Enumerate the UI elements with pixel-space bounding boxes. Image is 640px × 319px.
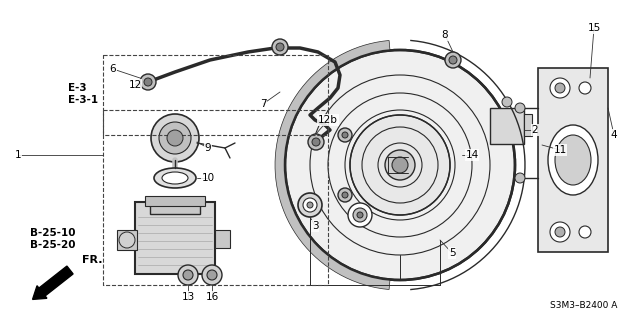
Polygon shape [538,68,608,252]
Text: 15: 15 [588,23,600,33]
Circle shape [308,134,324,150]
Text: 5: 5 [449,248,455,258]
Bar [215,230,230,248]
Ellipse shape [162,172,188,184]
Circle shape [515,173,525,183]
Circle shape [285,50,515,280]
Circle shape [550,222,570,242]
Text: 2: 2 [532,125,538,135]
Circle shape [298,193,322,217]
Bar [103,55,328,135]
Circle shape [357,212,363,218]
Circle shape [502,97,512,107]
Text: 10: 10 [202,173,214,183]
Text: 13: 13 [181,292,195,302]
Circle shape [550,78,570,98]
Text: 4: 4 [611,130,618,140]
Circle shape [159,122,191,154]
Text: 12b: 12b [318,115,338,125]
Bar [103,110,328,285]
Circle shape [303,198,317,212]
Circle shape [385,150,415,180]
Circle shape [119,232,135,248]
Circle shape [307,202,313,208]
Circle shape [178,265,198,285]
Bar [524,114,532,136]
Bar [117,230,137,250]
Text: E-3: E-3 [68,83,86,93]
Circle shape [579,226,591,238]
Circle shape [353,208,367,222]
Circle shape [350,115,450,215]
Polygon shape [275,41,390,290]
Bar [490,108,524,144]
Text: 3: 3 [312,221,318,231]
Circle shape [342,132,348,138]
Text: 1: 1 [15,150,21,160]
Text: 11: 11 [554,145,566,155]
Circle shape [167,130,183,146]
Bar [145,196,205,206]
Circle shape [338,188,352,202]
Text: 6: 6 [109,64,116,74]
Text: 9: 9 [205,143,211,153]
Text: 12: 12 [129,80,141,90]
Circle shape [348,203,372,227]
Ellipse shape [555,135,591,185]
Circle shape [151,114,199,162]
Circle shape [555,83,565,93]
FancyArrow shape [33,266,73,300]
Circle shape [272,39,288,55]
Circle shape [276,43,284,51]
Text: 14: 14 [465,150,479,160]
Circle shape [140,74,156,90]
Text: B-25-10: B-25-10 [30,228,76,238]
Text: B-25-20: B-25-20 [30,240,76,250]
Circle shape [342,192,348,198]
Text: E-3-1: E-3-1 [68,95,98,105]
Ellipse shape [154,168,196,188]
Ellipse shape [548,125,598,195]
Circle shape [183,270,193,280]
Text: 16: 16 [205,292,219,302]
Circle shape [312,138,320,146]
Circle shape [392,157,408,173]
Circle shape [202,265,222,285]
Circle shape [338,128,352,142]
Circle shape [144,78,152,86]
Circle shape [515,103,525,113]
Bar [150,202,200,214]
Circle shape [579,82,591,94]
Text: 7: 7 [260,99,266,109]
Text: FR.: FR. [82,255,102,265]
Circle shape [449,56,457,64]
Circle shape [445,52,461,68]
Circle shape [555,227,565,237]
Text: S3M3–B2400 A: S3M3–B2400 A [550,300,618,309]
Circle shape [207,270,217,280]
Text: 8: 8 [442,30,448,40]
Bar [135,202,215,274]
